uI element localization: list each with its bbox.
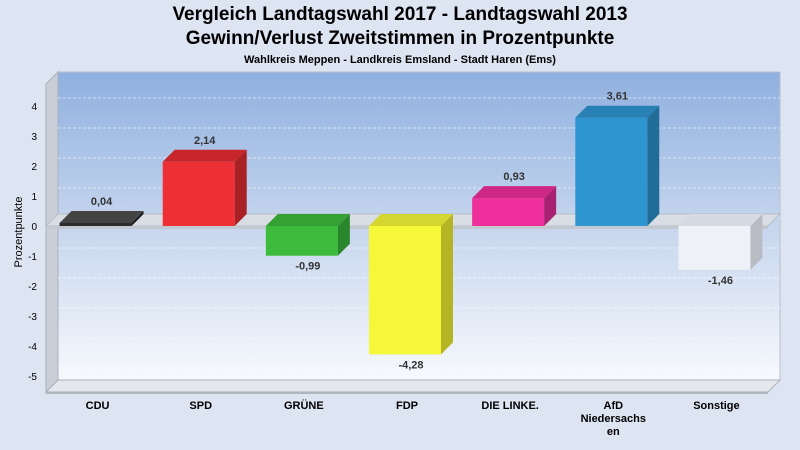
- plot-left-wall: [45, 70, 59, 394]
- y-tick-label: -4: [28, 342, 37, 353]
- chart-caption: Wahlkreis Meppen - Landkreis Emsland - S…: [244, 54, 556, 66]
- bar-front: [265, 226, 338, 256]
- bar-top: [369, 214, 453, 226]
- x-category-label: AfD Niedersachs en: [581, 400, 646, 438]
- y-tick-label: 2: [31, 162, 37, 173]
- data-label: -0,99: [295, 261, 320, 273]
- y-tick-label: -1: [28, 252, 37, 263]
- bar-5: [575, 105, 660, 226]
- bar-side: [647, 105, 660, 226]
- bar-side: [131, 211, 144, 226]
- y-tick-label: -5: [28, 372, 37, 383]
- bar-top: [472, 186, 557, 199]
- bar-top: [575, 105, 660, 118]
- bar-front: [575, 117, 648, 226]
- bar-side: [441, 214, 453, 355]
- bar-front: [678, 226, 751, 270]
- y-tick-label: -3: [28, 312, 37, 323]
- x-category-line: GRÜNE: [284, 399, 324, 412]
- data-label: 2,14: [194, 135, 216, 147]
- x-category-line: AfD: [604, 400, 624, 412]
- bar-front: [162, 161, 235, 226]
- x-category-line: CDU: [86, 400, 110, 412]
- bar-top: [265, 214, 350, 226]
- y-tick-label: 4: [31, 102, 37, 113]
- x-category-line: en: [607, 426, 620, 438]
- data-label: 0,93: [503, 171, 524, 183]
- bar-side: [337, 214, 350, 256]
- x-category-label: FDP: [396, 400, 418, 412]
- bar-top: [678, 214, 763, 226]
- chart-title: Vergleich Landtagswahl 2017 - Landtagswa…: [172, 4, 628, 25]
- data-label: -1,46: [708, 275, 733, 287]
- x-category-label: GRÜNE: [284, 399, 324, 412]
- chart-subtitle: Gewinn/Verlust Zweitstimmen in Prozentpu…: [185, 28, 615, 49]
- bar-side: [750, 214, 763, 270]
- bar-top: [59, 211, 144, 223]
- plot-floor-edge: [46, 392, 768, 394]
- bar-6: [678, 214, 763, 270]
- x-category-label: DIE LINKE.: [481, 400, 538, 412]
- data-label: 0,04: [91, 196, 113, 208]
- x-category-line: Niedersachs: [581, 413, 646, 425]
- x-category-label: CDU: [86, 400, 110, 412]
- bar-0: [59, 211, 144, 226]
- x-category-line: DIE LINKE.: [481, 400, 538, 412]
- bar-2: [265, 214, 350, 256]
- x-category-line: FDP: [396, 400, 418, 412]
- bar-side: [544, 186, 557, 226]
- y-tick-label: 3: [31, 132, 37, 143]
- y-tick-label: 1: [31, 192, 37, 203]
- data-label: -4,28: [398, 359, 423, 371]
- bar-front: [369, 226, 441, 355]
- bar-front: [59, 223, 132, 226]
- x-category-label: SPD: [189, 400, 212, 412]
- x-category-line: SPD: [189, 400, 212, 412]
- bar-3: [369, 214, 453, 355]
- data-label: 3,61: [607, 91, 628, 103]
- y-tick-label: 0: [31, 222, 37, 233]
- y-tick-label: -2: [28, 282, 37, 293]
- x-category-label: Sonstige: [693, 400, 739, 412]
- plot-floor: [44, 379, 782, 393]
- x-category-line: Sonstige: [693, 400, 739, 412]
- bar-4: [472, 186, 557, 226]
- bar-side: [234, 149, 247, 226]
- bar-front: [472, 198, 545, 226]
- bar-top: [162, 149, 247, 162]
- y-axis-label: Prozentpunkte: [13, 197, 25, 268]
- bar-1: [162, 149, 247, 226]
